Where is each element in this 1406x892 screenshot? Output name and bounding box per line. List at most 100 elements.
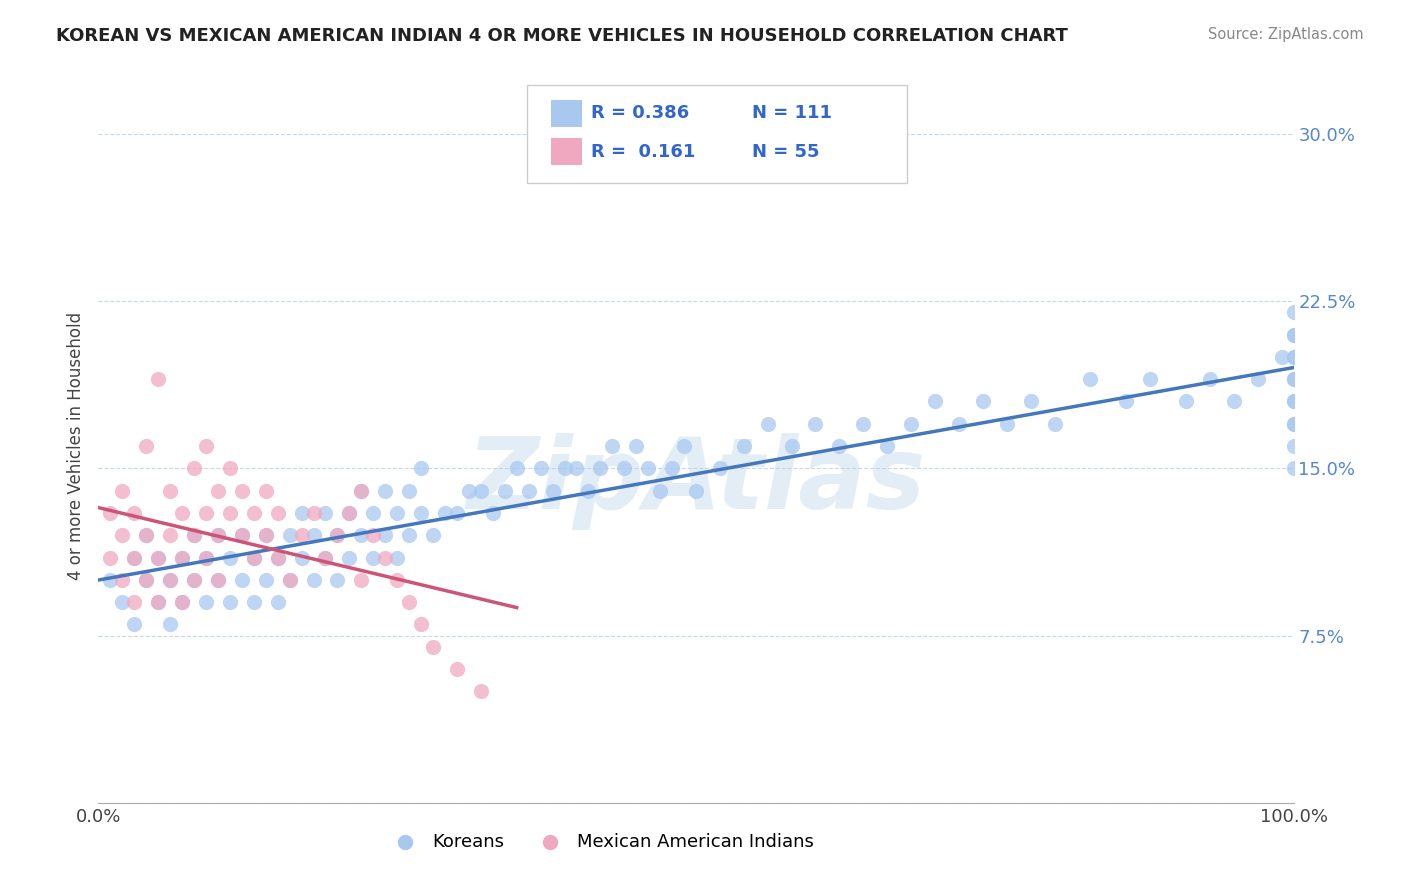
Point <box>207 528 229 542</box>
Point <box>278 573 301 587</box>
Point <box>172 506 194 520</box>
Point <box>637 461 659 475</box>
Point <box>398 595 420 609</box>
Point <box>1282 327 1305 342</box>
Point <box>291 506 314 520</box>
Point <box>135 528 157 542</box>
Point <box>111 595 134 609</box>
Point <box>124 506 146 520</box>
Point <box>852 417 875 431</box>
Point <box>148 550 170 565</box>
Point <box>267 550 290 565</box>
Text: R = 0.386: R = 0.386 <box>591 104 689 122</box>
Point <box>1115 394 1137 409</box>
Point <box>780 439 803 453</box>
Point <box>195 550 218 565</box>
Point <box>219 550 242 565</box>
Point <box>446 506 468 520</box>
Point <box>589 461 612 475</box>
Point <box>517 483 540 498</box>
Point <box>195 439 218 453</box>
Point <box>183 573 205 587</box>
Point <box>434 506 457 520</box>
Y-axis label: 4 or more Vehicles in Household: 4 or more Vehicles in Household <box>66 312 84 580</box>
Point <box>972 394 994 409</box>
Point <box>159 617 181 632</box>
Point <box>124 550 146 565</box>
Point <box>422 640 444 654</box>
Point <box>1282 417 1305 431</box>
Point <box>924 394 946 409</box>
Point <box>350 528 373 542</box>
Point <box>554 461 576 475</box>
Point <box>172 595 194 609</box>
Point <box>1282 327 1305 342</box>
Point <box>291 550 314 565</box>
Point <box>1282 439 1305 453</box>
Point <box>1282 394 1305 409</box>
Point <box>756 417 779 431</box>
Point <box>398 528 420 542</box>
Point <box>900 417 922 431</box>
Point <box>302 528 325 542</box>
Point <box>207 573 229 587</box>
Point <box>804 417 827 431</box>
Point <box>1282 305 1305 319</box>
Point <box>709 461 731 475</box>
Point <box>613 461 636 475</box>
Point <box>470 483 492 498</box>
Point <box>278 573 301 587</box>
Point <box>339 550 361 565</box>
Point <box>159 573 181 587</box>
Point <box>302 573 325 587</box>
Point <box>1139 372 1161 386</box>
Text: KOREAN VS MEXICAN AMERICAN INDIAN 4 OR MORE VEHICLES IN HOUSEHOLD CORRELATION CH: KOREAN VS MEXICAN AMERICAN INDIAN 4 OR M… <box>56 27 1069 45</box>
Point <box>183 528 205 542</box>
Point <box>159 483 181 498</box>
Point <box>148 595 170 609</box>
Point <box>1282 372 1305 386</box>
Point <box>207 483 229 498</box>
Point <box>315 550 337 565</box>
Point <box>172 595 194 609</box>
Point <box>195 550 218 565</box>
Point <box>411 461 433 475</box>
Point <box>183 573 205 587</box>
Point <box>470 684 492 698</box>
Point <box>948 417 970 431</box>
Legend: Koreans, Mexican American Indians: Koreans, Mexican American Indians <box>380 826 821 858</box>
Point <box>385 550 409 565</box>
Point <box>315 506 337 520</box>
Point <box>350 483 373 498</box>
Point <box>1199 372 1222 386</box>
Point <box>243 506 266 520</box>
Point <box>326 528 349 542</box>
Point <box>254 483 277 498</box>
Point <box>446 662 468 676</box>
Point <box>267 506 290 520</box>
Point <box>124 550 146 565</box>
Point <box>385 573 409 587</box>
Point <box>135 528 157 542</box>
Point <box>350 483 373 498</box>
Point <box>135 573 157 587</box>
Point <box>135 573 157 587</box>
Point <box>254 528 277 542</box>
Point <box>385 506 409 520</box>
Point <box>172 550 194 565</box>
Point <box>254 528 277 542</box>
Text: R =  0.161: R = 0.161 <box>591 143 695 161</box>
Point <box>339 506 361 520</box>
Point <box>219 461 242 475</box>
Text: N = 111: N = 111 <box>752 104 832 122</box>
Point <box>159 573 181 587</box>
Point <box>98 573 122 587</box>
Point <box>111 483 134 498</box>
Point <box>195 506 218 520</box>
Point <box>1043 417 1066 431</box>
Point <box>207 528 229 542</box>
Point <box>148 372 170 386</box>
Text: N = 55: N = 55 <box>752 143 820 161</box>
Point <box>1282 461 1305 475</box>
Point <box>231 528 253 542</box>
